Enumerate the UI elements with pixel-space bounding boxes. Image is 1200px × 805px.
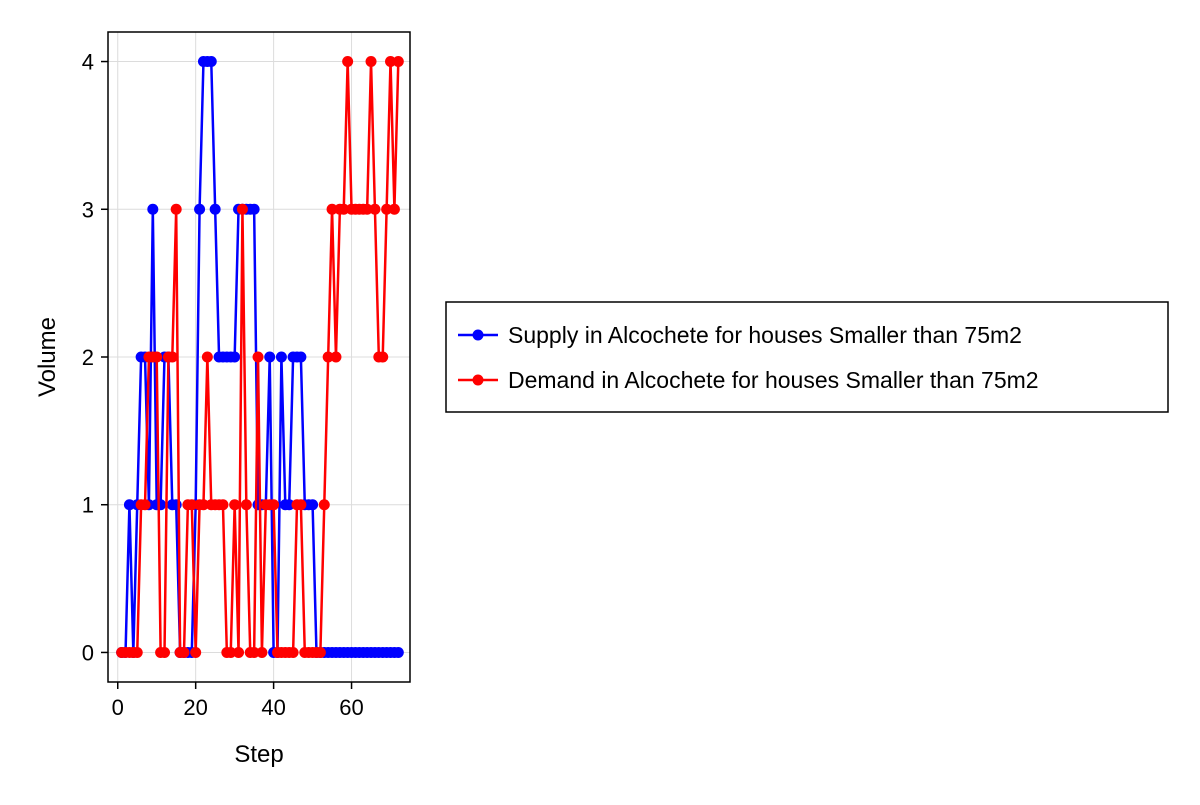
data-point	[236, 203, 248, 215]
data-point	[186, 499, 198, 511]
y-tick-label: 0	[82, 640, 94, 665]
data-point	[248, 646, 260, 658]
data-point	[229, 351, 241, 363]
data-point	[381, 203, 393, 215]
data-point	[233, 646, 245, 658]
data-point	[159, 646, 171, 658]
data-point	[318, 499, 330, 511]
data-point	[170, 203, 182, 215]
data-point	[190, 646, 202, 658]
data-point	[314, 646, 326, 658]
data-point	[388, 203, 400, 215]
axis-ticks: 0 20 40 60 0 1 2 3 4	[82, 50, 364, 720]
data-point	[201, 351, 213, 363]
data-point	[139, 499, 151, 511]
data-point	[338, 203, 350, 215]
data-point	[217, 499, 229, 511]
data-point	[197, 499, 209, 511]
y-tick-label: 4	[82, 50, 94, 75]
legend-box	[445, 301, 1169, 413]
legend-marker-supply	[472, 329, 484, 341]
data-point	[326, 203, 338, 215]
data-point	[252, 351, 264, 363]
data-point	[155, 499, 167, 511]
data-point	[283, 499, 295, 511]
data-point	[151, 351, 163, 363]
data-point	[369, 203, 381, 215]
y-tick-label: 3	[82, 197, 94, 222]
legend-label-demand: Demand in Alcochete for houses Smaller t…	[508, 367, 1039, 393]
x-tick-label: 0	[112, 695, 124, 720]
legend-label-supply: Supply in Alcochete for houses Smaller t…	[508, 322, 1022, 348]
data-point	[385, 56, 397, 68]
data-point	[361, 203, 373, 215]
data-point	[248, 203, 260, 215]
data-point	[131, 646, 143, 658]
legend: Supply in Alcochete for houses Smaller t…	[445, 301, 1169, 413]
series-layer	[116, 56, 404, 658]
y-axis-title: Volume	[34, 317, 61, 397]
data-point	[287, 646, 299, 658]
x-tick-label: 40	[261, 695, 285, 720]
data-point	[392, 646, 404, 658]
data-point	[178, 646, 190, 658]
data-point	[229, 499, 241, 511]
data-point	[268, 499, 280, 511]
legend-entry-demand: Demand in Alcochete for houses Smaller t…	[458, 367, 1039, 393]
data-point	[225, 646, 237, 658]
x-tick-label: 20	[183, 695, 207, 720]
legend-entry-supply: Supply in Alcochete for houses Smaller t…	[458, 322, 1022, 348]
data-point	[322, 351, 334, 363]
data-point	[256, 646, 268, 658]
y-tick-label: 1	[82, 493, 94, 518]
data-point	[295, 351, 307, 363]
data-point	[123, 499, 135, 511]
data-point	[377, 351, 389, 363]
x-axis-title: Step	[234, 741, 283, 768]
data-point	[209, 203, 221, 215]
series-demand	[116, 56, 404, 658]
data-point	[275, 351, 287, 363]
data-point	[205, 56, 217, 68]
data-point	[330, 351, 342, 363]
data-point	[166, 351, 178, 363]
data-point	[342, 56, 354, 68]
y-tick-label: 2	[82, 345, 94, 370]
data-point	[295, 499, 307, 511]
data-point	[194, 203, 206, 215]
legend-marker-demand	[472, 374, 484, 386]
data-point	[307, 499, 319, 511]
x-tick-label: 60	[339, 695, 363, 720]
data-point	[240, 499, 252, 511]
data-point	[264, 351, 276, 363]
data-point	[147, 203, 159, 215]
data-point	[392, 56, 404, 68]
data-point	[365, 56, 377, 68]
